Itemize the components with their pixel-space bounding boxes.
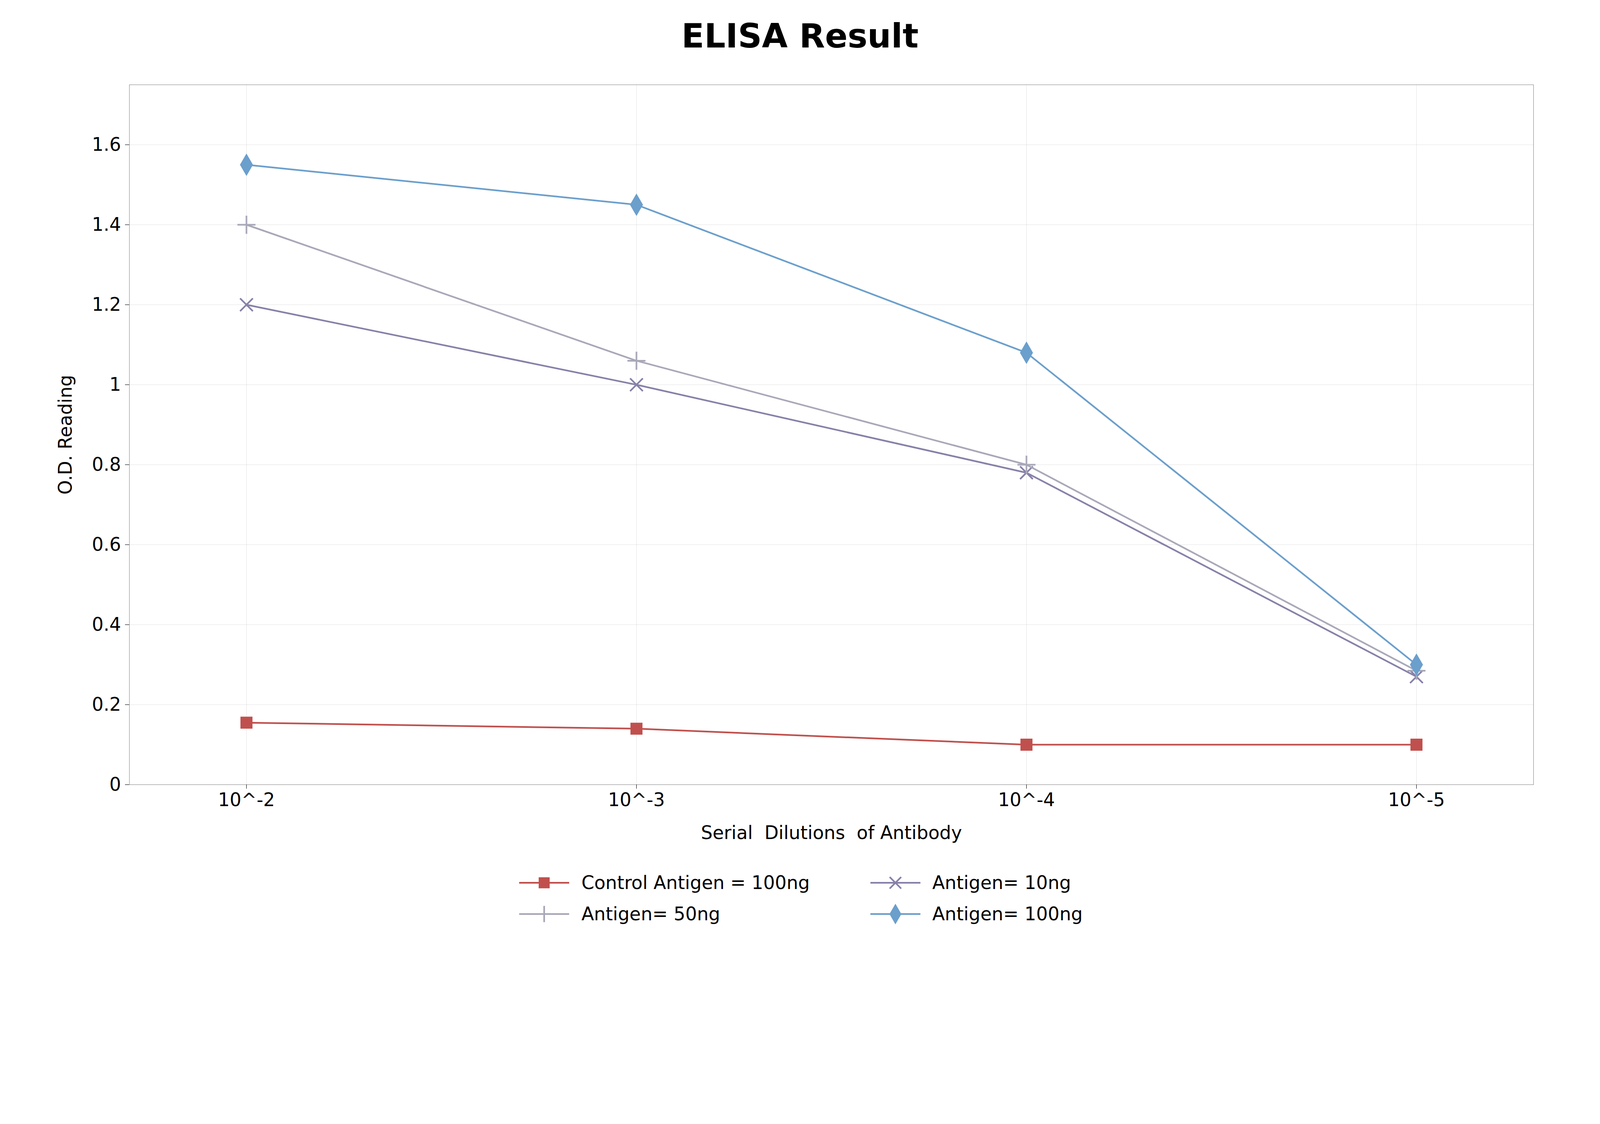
html-text:Antigen= 10ng: Antigen= 10ng bbox=[932, 872, 1072, 894]
svg-text:10^-5: 10^-5 bbox=[1387, 789, 1445, 811]
svg-text:0.8: 0.8 bbox=[92, 453, 122, 475]
svg-text:0.4: 0.4 bbox=[92, 613, 122, 635]
svg-text:O.D. Reading: O.D. Reading bbox=[54, 375, 76, 495]
svg-text:1.4: 1.4 bbox=[92, 213, 122, 235]
svg-text:10^-2: 10^-2 bbox=[217, 789, 275, 811]
svg-text:1.6: 1.6 bbox=[92, 133, 122, 155]
svg-text:10^-3: 10^-3 bbox=[607, 789, 665, 811]
svg-text:0.2: 0.2 bbox=[92, 693, 122, 715]
svg-text:1.2: 1.2 bbox=[92, 293, 122, 315]
svg-text:Serial Dilutions of Antibody: Serial Dilutions of Antibody bbox=[700, 822, 963, 844]
svg-text:1: 1 bbox=[109, 373, 122, 395]
svg-text:0.6: 0.6 bbox=[92, 533, 122, 555]
html-text:Antigen= 100ng: Antigen= 100ng bbox=[932, 903, 1083, 925]
html-text:ELISA Result: ELISA Result bbox=[681, 16, 919, 56]
html-text:Control Antigen = 100ng: Control Antigen = 100ng bbox=[581, 872, 810, 894]
svg-text:0: 0 bbox=[109, 773, 122, 795]
html-text:Antigen= 50ng: Antigen= 50ng bbox=[581, 903, 721, 925]
svg-text:10^-4: 10^-4 bbox=[997, 789, 1055, 811]
